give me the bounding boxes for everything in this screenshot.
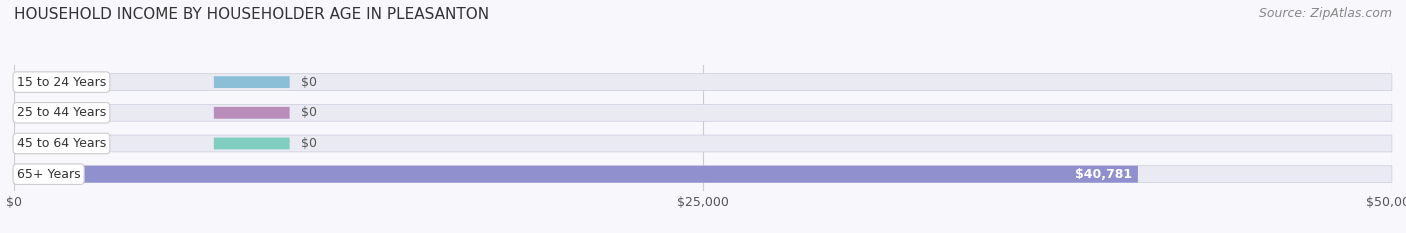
Text: $0: $0 — [301, 137, 316, 150]
FancyBboxPatch shape — [14, 166, 1392, 183]
Text: 15 to 24 Years: 15 to 24 Years — [17, 76, 105, 89]
FancyBboxPatch shape — [214, 76, 290, 88]
Text: 65+ Years: 65+ Years — [17, 168, 80, 181]
FancyBboxPatch shape — [214, 107, 290, 119]
Text: HOUSEHOLD INCOME BY HOUSEHOLDER AGE IN PLEASANTON: HOUSEHOLD INCOME BY HOUSEHOLDER AGE IN P… — [14, 7, 489, 22]
Text: $40,781: $40,781 — [1076, 168, 1132, 181]
FancyBboxPatch shape — [14, 166, 1137, 183]
Text: 25 to 44 Years: 25 to 44 Years — [17, 106, 105, 119]
FancyBboxPatch shape — [14, 135, 1392, 152]
Text: $0: $0 — [301, 106, 316, 119]
FancyBboxPatch shape — [14, 104, 1392, 121]
Text: 45 to 64 Years: 45 to 64 Years — [17, 137, 105, 150]
FancyBboxPatch shape — [214, 137, 290, 149]
FancyBboxPatch shape — [14, 74, 1392, 91]
Text: Source: ZipAtlas.com: Source: ZipAtlas.com — [1258, 7, 1392, 20]
Text: $0: $0 — [301, 76, 316, 89]
